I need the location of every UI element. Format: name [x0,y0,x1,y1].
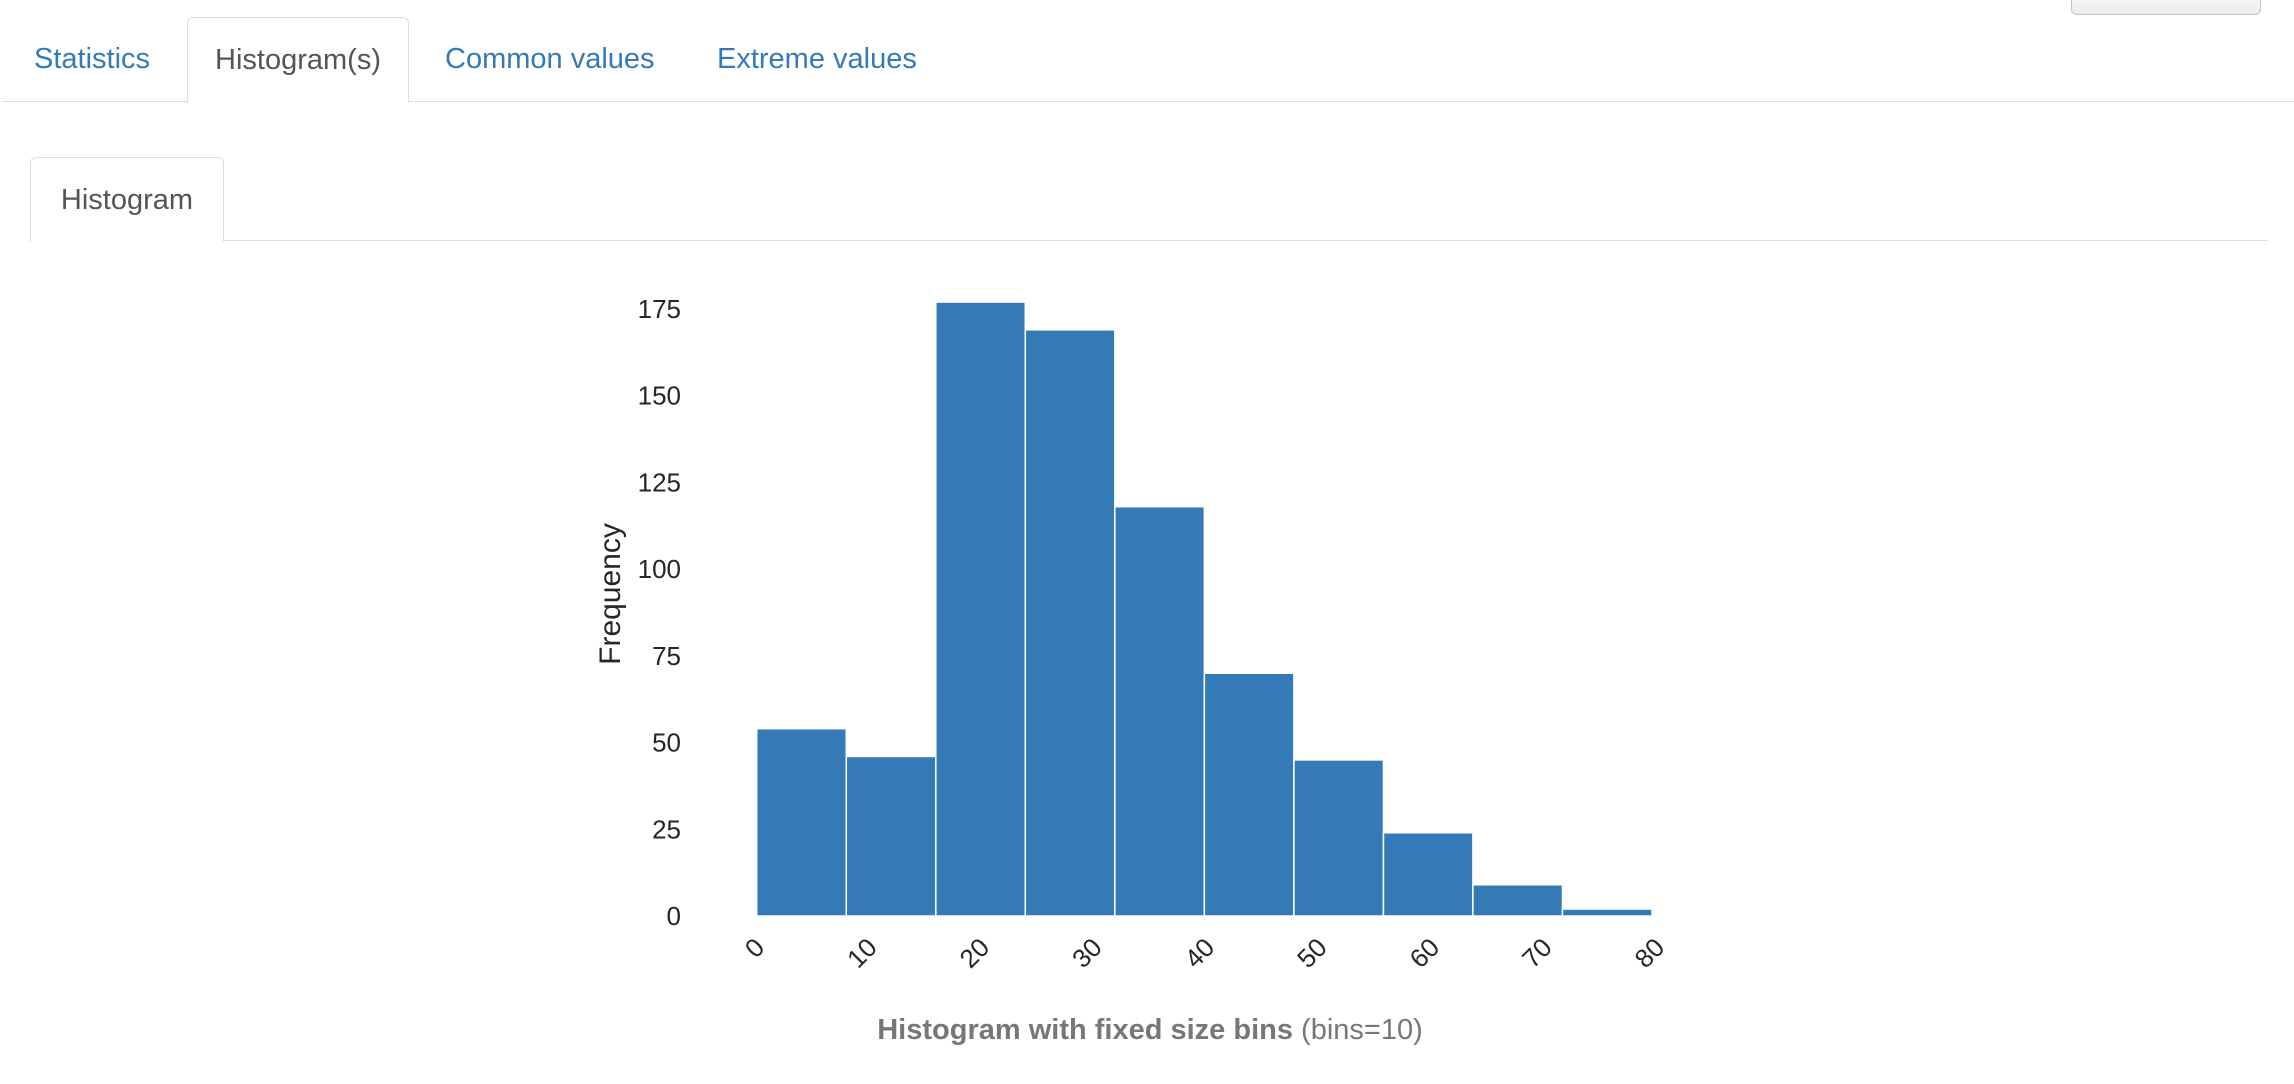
histogram-bar [1024,329,1116,917]
y-tick-label: 50 [652,728,681,758]
histogram-bar [935,301,1027,917]
histogram-bar [755,727,848,917]
histogram-bar [1293,759,1385,917]
x-tick-label: 0 [739,932,770,963]
tab-statistics[interactable]: Statistics [34,43,151,75]
x-tick-label: 70 [1516,932,1558,974]
main-tab-bar: Statistics Histogram(s) Common values Ex… [2,17,2294,103]
histogram-sub-tab-bar: Histogram [30,157,2268,242]
x-tick-label: 30 [1066,932,1108,974]
x-tick-label: 60 [1404,932,1446,974]
histogram-bar [1382,832,1474,917]
y-axis-ticks: 0 25 50 75 100 125 150 175 [638,294,681,931]
chart-caption: Histogram with fixed size bins (bins=10) [835,1014,1465,1047]
histogram-bar [1561,908,1653,917]
tab-common-values[interactable]: Common values [445,43,655,75]
y-tick-label: 75 [652,641,681,671]
y-axis-label: Frequency [594,523,627,665]
y-tick-label: 125 [638,467,681,497]
histogram-bar [1472,884,1564,917]
x-tick-label: 50 [1291,932,1333,974]
y-tick-label: 25 [652,814,681,844]
y-tick-label: 100 [638,554,681,584]
histogram-bar [1203,672,1295,917]
x-tick-label: 10 [841,932,883,974]
x-tick-label: 80 [1629,932,1671,974]
x-axis-ticks: 0 10 20 30 40 50 60 70 80 [739,932,1670,974]
caption-bins: (bins=10) [1301,1014,1423,1046]
tab-histograms[interactable]: Histogram(s) [187,17,409,103]
histogram-bar [1114,505,1206,917]
caption-title: Histogram with fixed size bins [877,1014,1293,1046]
y-tick-label: 0 [667,901,681,931]
y-tick-label: 175 [638,294,681,324]
sub-tab-histogram[interactable]: Histogram [30,157,224,242]
y-tick-label: 150 [638,381,681,411]
x-tick-label: 40 [1179,932,1221,974]
toggle-details-button[interactable] [2071,0,2261,15]
histogram-bar [845,755,937,917]
tab-extreme-values[interactable]: Extreme values [717,43,917,75]
x-tick-label: 20 [954,932,996,974]
histogram-bars [755,301,1653,917]
